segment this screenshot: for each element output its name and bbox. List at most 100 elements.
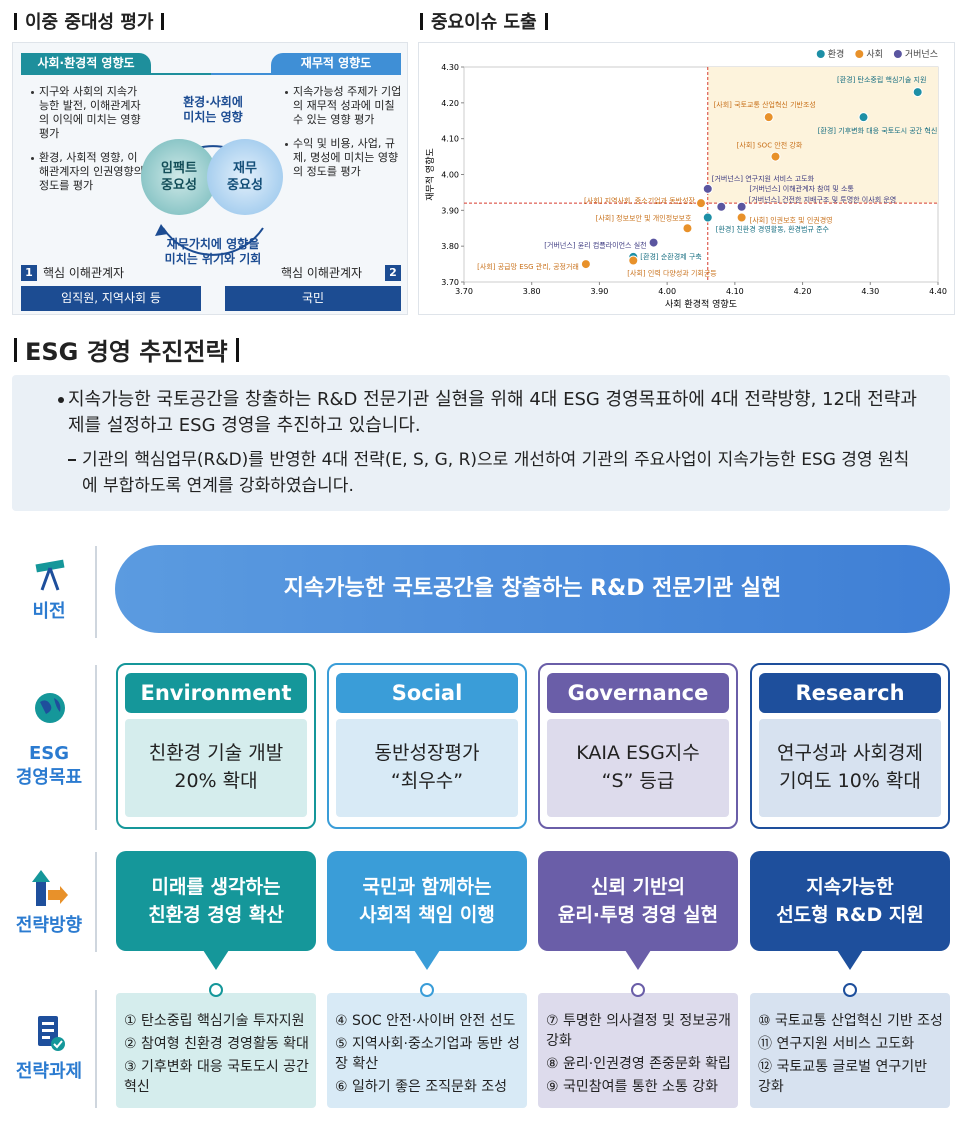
task-box: ④ SOC 안전·사이버 안전 선도 ⑤ 지역사회·중소기업과 동반 성장 확산 ⑥… <box>327 993 527 1108</box>
task-item: ⑫ 국토교통 글로벌 연구기반 강화 <box>758 1059 928 1095</box>
divider <box>95 990 97 1108</box>
direction-pointer <box>414 950 440 970</box>
point-label: [사회] 지역사회, 중소기업과 동반성장 <box>584 196 696 205</box>
priority-zone <box>707 67 938 204</box>
point-label: [환경] 친환경 경영활동, 환경법규 준수 <box>716 225 830 234</box>
y-tick-label: 4.00 <box>441 171 459 180</box>
materiality-panel: 사회·환경적 영향도 재무적 영향도 지구와 사회의 지속가능한 발전, 이해관… <box>12 42 408 315</box>
point <box>702 212 713 223</box>
x-tick-label: 4.30 <box>861 287 879 296</box>
legend-label: 거버넌스 <box>905 49 938 60</box>
bullet-item: 지속가능성 주제가 기업의 재무적 성과에 미칠 수 있는 영향 평가 <box>285 85 402 126</box>
point-label: [사회] 인권보호 및 인권경영 <box>750 216 833 225</box>
right-rule <box>211 73 401 75</box>
heading-text: 이중 중대성 평가 <box>25 12 154 33</box>
goal-header: Social <box>336 673 518 713</box>
goal-header: Environment <box>125 673 307 713</box>
point <box>682 223 693 234</box>
direction-pointer <box>625 950 651 970</box>
y-tick-label: 3.70 <box>441 278 459 287</box>
goal-card: Environment 친환경 기술 개발 20% 확대 <box>116 663 316 829</box>
globe-icon <box>35 693 65 723</box>
vision-pill: 지속가능한 국토공간을 창출하는 R&D 전문기관 실현 <box>115 545 950 633</box>
stakeholders: 임직원, 지역사회 등 <box>21 286 201 311</box>
task-item: ⑪ 연구지원 서비스 고도화 <box>758 1036 915 1052</box>
point-label: [환경] 탄소중립 핵심기술 지원 <box>837 75 926 84</box>
goal-text: 친환경 기술 개발 20% 확대 <box>125 719 307 817</box>
row-label: 비전 <box>32 601 66 622</box>
y-tick-label: 4.10 <box>441 135 459 144</box>
point <box>736 212 747 223</box>
left-tab: 사회·환경적 영향도 <box>21 53 151 73</box>
task-connector <box>631 983 645 997</box>
point <box>716 201 727 212</box>
goal-text: 동반성장평가 “최우수” <box>336 719 518 817</box>
point-label: [거버넌스] 연구지원 서비스 고도화 <box>712 174 815 183</box>
legend-label: 사회 <box>866 49 883 60</box>
bullet-item: 수익 및 비용, 사업, 규제, 명성에 미치는 영향의 정도를 평가 <box>285 137 403 179</box>
stakeholder-number: 1 <box>21 265 37 281</box>
row-label: ESG 경영목표 <box>15 743 83 788</box>
arrowhead <box>155 224 168 236</box>
point-label: [사회] SOC 안전 강화 <box>737 141 803 150</box>
point-label: [환경] 순환경제 구축 <box>640 252 702 261</box>
direction-pointer <box>837 950 863 970</box>
point <box>912 87 923 98</box>
point <box>648 237 659 248</box>
task-box: ⑩ 국토교통 산업혁신 기반 조성 ⑪ 연구지원 서비스 고도화 ⑫ 국토교통 글로… <box>750 993 950 1108</box>
divider <box>95 665 97 830</box>
stakeholder-number: 2 <box>385 265 401 281</box>
task-item: ⑤ 지역사회·중소기업과 동반 성장 확산 <box>335 1036 520 1072</box>
point-label: [사회] 공급망 ESG 관리, 공정거래 <box>477 262 579 271</box>
point-label: [사회] 정보보안 및 개인정보보호 <box>596 213 692 222</box>
y-tick-label: 3.80 <box>441 242 459 251</box>
x-tick-label: 3.70 <box>455 287 473 296</box>
task-item: ⑨ 국민참여를 통한 소통 강화 <box>546 1079 719 1095</box>
section-heading: 중요이슈 도출 <box>420 8 548 34</box>
scatter-chart: 3.70 3.80 3.90 4.00 4.10 4.20 4.30 3.70 3.80 3.90… <box>418 42 955 315</box>
task-item: ⑥ 일하기 좋은 조직문화 조성 <box>335 1079 508 1095</box>
task-item: ⑧ 윤리·인권경영 존중문화 확립 <box>546 1056 731 1072</box>
top-arrow-text: 환경·사회에 미치는 영향 <box>183 95 243 124</box>
task-icon <box>38 1016 65 1051</box>
intro-sub-text: 기관의 핵심업무(R&D)를 반영한 4대 전략(E, S, G, R)으로 개… <box>82 450 910 496</box>
task-box: ⑦ 투명한 의사결정 및 정보공개 강화 ⑧ 윤리·인권경영 존중문화 확립 ⑨ 국… <box>538 993 738 1108</box>
left-rule <box>21 73 211 75</box>
point-label: [거버넌스] 이해관계자 참여 및 소통 <box>749 184 854 193</box>
stakeholders: 국민 <box>225 286 401 311</box>
section-heading: 이중 중대성 평가 <box>14 8 165 34</box>
point-label: [사회] 국토교통 산업혁신 기반조성 <box>714 100 816 109</box>
section-heading: ESG 경영 추진전략 <box>14 332 239 367</box>
point-label: [거버넌스] 윤리 컴플라이언스 실천 <box>544 241 646 250</box>
direction-box: 신뢰 기반의 윤리·투명 경영 실현 <box>538 851 738 951</box>
y-tick-label: 4.30 <box>441 63 459 72</box>
goal-header: Research <box>759 673 941 713</box>
point <box>770 151 781 162</box>
point <box>858 112 869 123</box>
point <box>628 255 639 266</box>
direction-box: 지속가능한 선도형 R&D 지원 <box>750 851 950 951</box>
stakeholder-label: 핵심 이해관계자 <box>43 266 125 280</box>
x-tick-label: 4.10 <box>726 287 744 296</box>
financial-circle: 재무 중요성 <box>207 139 283 215</box>
y-tick-label: 4.20 <box>441 99 459 108</box>
stakeholder-label: 핵심 이해관계자 <box>281 266 363 280</box>
vision-icon <box>35 559 65 591</box>
intro-box: 지속가능한 국토공간을 창출하는 R&D 전문기관 실현을 위해 4대 ESG … <box>12 375 950 511</box>
point <box>702 183 713 194</box>
task-item: ② 참여형 친환경 경영활동 확대 <box>124 1036 309 1052</box>
x-tick-label: 4.20 <box>794 287 812 296</box>
chart-title: 중요이슈 도출 <box>431 12 537 33</box>
y-tick-label: 3.90 <box>441 206 459 215</box>
legend-marker <box>893 50 902 58</box>
left-bullets: 지구와 사회의 지속가능한 발전, 이해관계자의 이익에 미치는 영향 평가 환경… <box>29 85 147 203</box>
task-item: ③ 기후변화 대응 국토도시 공간 혁신 <box>124 1059 309 1095</box>
x-tick-label: 4.00 <box>658 287 676 296</box>
goal-card: Research 연구성과 사회경제 기여도 10% 확대 <box>750 663 950 829</box>
task-box: ① 탄소중립 핵심기술 투자지원 ② 참여형 친환경 경영활동 확대 ③ 기후변화 … <box>116 993 316 1108</box>
divider <box>95 546 97 638</box>
task-item: ④ SOC 안전·사이버 안전 선도 <box>335 1013 516 1029</box>
task-connector <box>209 983 223 997</box>
intro-text: 지속가능한 국토공간을 창출하는 R&D 전문기관 실현을 위해 4대 ESG … <box>68 389 917 436</box>
